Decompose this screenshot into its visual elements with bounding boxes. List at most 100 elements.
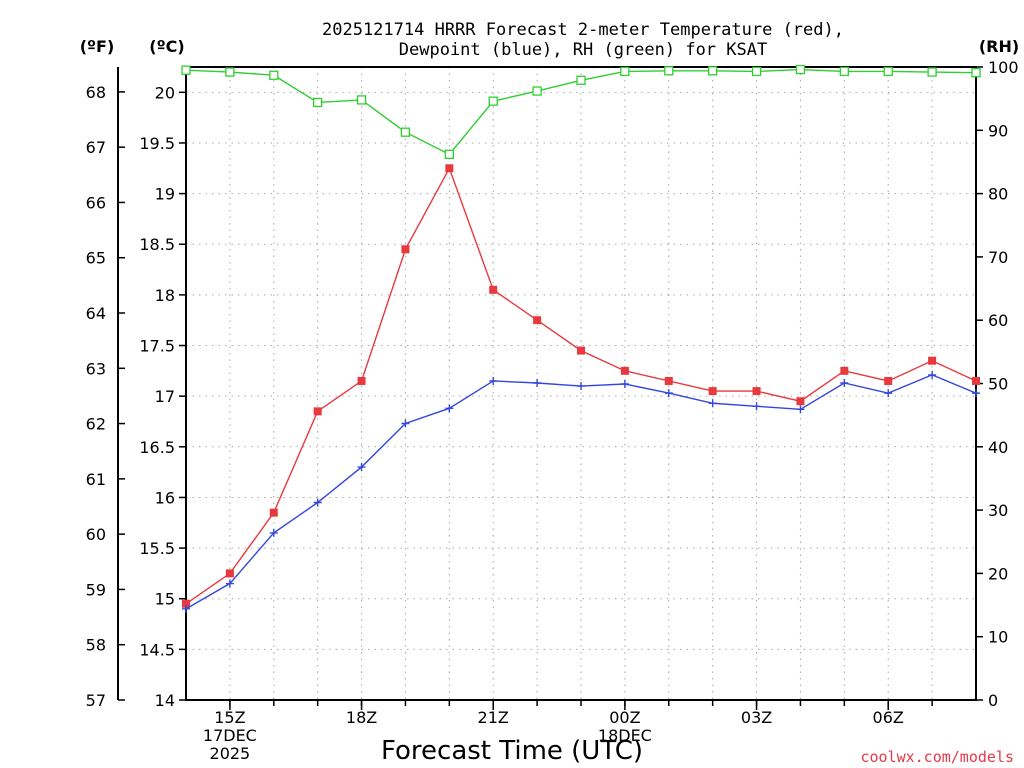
temperature-point [357, 376, 366, 385]
rh-tick-label: 60 [988, 311, 1008, 330]
x-tick-label: 00Z [609, 708, 640, 727]
temperature-point [489, 285, 498, 294]
fahrenheit-tick-label: 60 [86, 525, 106, 544]
rh-point [444, 149, 454, 160]
fahrenheit-tick-label: 59 [86, 580, 106, 599]
celsius-tick-label: 15 [155, 590, 175, 609]
temperature-point [182, 599, 190, 608]
rh-point [532, 86, 542, 96]
celsius-tick-label: 18 [155, 286, 175, 305]
x-tick-label: 06Z [873, 708, 904, 727]
dewpoint-point [225, 579, 234, 588]
temperature-point [620, 366, 629, 375]
celsius-tick-label: 14.5 [139, 640, 175, 659]
fahrenheit-tick-label: 63 [86, 359, 106, 378]
rh-tick-label: 100 [988, 58, 1019, 77]
dewpoint-line [185, 374, 977, 610]
rh-point [883, 66, 893, 77]
chart-title-line-1: 2025121714 HRRR Forecast 2-meter Tempera… [322, 20, 844, 40]
celsius-tick-label: 15.5 [139, 539, 175, 558]
fahrenheit-tick-label: 57 [86, 691, 106, 710]
temperature-point [752, 387, 761, 396]
fahrenheit-tick-label: 61 [86, 470, 106, 489]
x-tick-label: 18DEC [598, 726, 652, 745]
axes [117, 66, 983, 710]
dewpoint-point [533, 378, 542, 387]
dewpoint-point [269, 528, 278, 537]
celsius-tick-label: 18.5 [139, 235, 175, 254]
source-credit: coolwx.com/models [860, 748, 1014, 766]
x-tick-label: 2025 [210, 744, 251, 763]
temperature-point [533, 316, 542, 325]
rh-tick-label: 50 [988, 375, 1008, 394]
temperature-point [445, 164, 454, 173]
celsius-tick-label: 16 [155, 488, 175, 507]
gridlines [186, 67, 976, 701]
dewpoint-point [620, 380, 629, 389]
fahrenheit-tick-label: 66 [86, 193, 106, 212]
celsius-tick-label: 19 [155, 185, 175, 204]
fahrenheit-tick-label: 64 [86, 304, 106, 323]
celsius-tick-label: 16.5 [139, 438, 175, 457]
x-tick-label: 03Z [741, 708, 772, 727]
series-dewpoint [182, 370, 980, 613]
rh-point [708, 66, 718, 76]
rh-tick-label: 10 [988, 628, 1008, 647]
dewpoint-point [445, 404, 454, 413]
x-axis-label: Forecast Time (UTC) [381, 736, 643, 766]
rh-point [576, 75, 586, 85]
dewpoint-point [796, 405, 805, 414]
rh-tick-label: 90 [988, 121, 1008, 140]
rh-point [927, 67, 937, 77]
temperature-point [577, 346, 585, 355]
dewpoint-point [664, 389, 673, 398]
dewpoint-point [928, 370, 937, 379]
dewpoint-point [313, 498, 322, 507]
rh-tick-label: 20 [988, 564, 1008, 583]
fahrenheit-tick-label: 68 [86, 83, 106, 102]
celsius-unit-label: (ºC) [149, 37, 184, 56]
temperature-point [401, 245, 410, 254]
rh-point [751, 66, 762, 77]
x-tick-label: 18Z [346, 708, 377, 727]
rh-point [620, 66, 630, 77]
x-tick-label: 17DEC [203, 726, 257, 745]
rh-point [839, 66, 849, 77]
tick-labels: 14 14.5 15 15.5 16 16.5 17 17.5 18 18.5 19 19.5 20 57… [86, 58, 1019, 763]
fahrenheit-tick-label: 62 [86, 415, 106, 434]
rh-unit-label: (RH) [979, 37, 1019, 56]
chart-title-line-2: Dewpoint (blue), RH (green) for KSAT [399, 40, 767, 60]
rh-point [400, 127, 411, 137]
temperature-point [796, 397, 805, 406]
celsius-tick-label: 20 [155, 83, 175, 102]
temperature-point [884, 376, 893, 385]
rh-point [225, 67, 235, 77]
rh-point [356, 95, 367, 105]
series-temperature [182, 164, 980, 608]
celsius-tick-label: 17.5 [139, 337, 175, 356]
rh-tick-label: 30 [988, 501, 1008, 520]
x-tick-label: 15Z [214, 708, 245, 727]
temperature-point [708, 387, 717, 396]
temperature-point [840, 366, 849, 375]
temperature-point [664, 376, 673, 385]
fahrenheit-tick-label: 58 [86, 636, 106, 655]
dewpoint-point [752, 402, 761, 411]
data-series [181, 64, 981, 613]
rh-tick-label: 80 [988, 185, 1008, 204]
series-rh [181, 64, 981, 160]
rh-tick-label: 40 [988, 438, 1008, 457]
temperature-point [972, 376, 980, 385]
dewpoint-point [972, 389, 980, 398]
temperature-point [313, 407, 322, 416]
rh-tick-label: 70 [988, 248, 1008, 267]
dewpoint-point [884, 389, 893, 398]
x-tick-label: 21Z [478, 708, 509, 727]
rh-point [971, 68, 981, 78]
rh-point [795, 64, 806, 75]
dewpoint-point [182, 604, 190, 613]
rh-tick-label: 0 [988, 691, 998, 710]
fahrenheit-tick-label: 67 [86, 138, 106, 157]
fahrenheit-tick-label: 65 [86, 249, 106, 268]
